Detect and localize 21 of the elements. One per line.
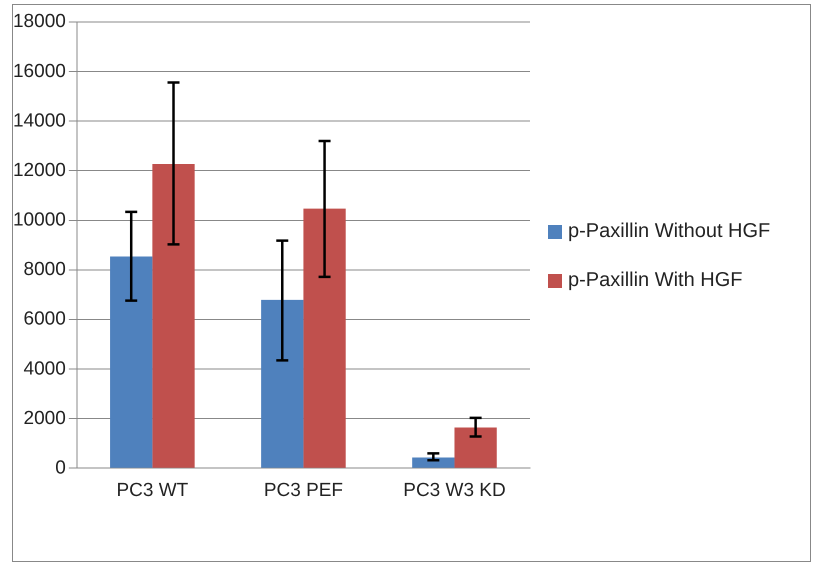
y-tick-label: 0 — [55, 457, 66, 478]
bar — [303, 208, 346, 468]
y-tick-label: 14000 — [12, 110, 66, 132]
y-tick-label: 12000 — [12, 160, 66, 181]
bar — [412, 458, 454, 468]
legend-label: p-Paxillin Without HGF — [568, 219, 770, 244]
y-tick-label: 10000 — [12, 210, 66, 231]
legend-label: p-Paxillin With HGF — [568, 268, 742, 293]
x-tick-label: PC3 WT — [116, 480, 189, 501]
y-tick-label: 18000 — [12, 11, 66, 32]
y-tick-label: 2000 — [24, 408, 66, 429]
bar — [261, 300, 304, 468]
x-tick-label: PC3 PEF — [264, 480, 344, 501]
bar — [454, 428, 497, 468]
bar — [110, 256, 152, 468]
y-tick-label: 6000 — [24, 308, 66, 330]
y-tick-label: 16000 — [12, 60, 66, 82]
bar — [152, 164, 195, 468]
y-tick-label: 8000 — [24, 259, 66, 280]
y-tick-label: 4000 — [24, 358, 66, 380]
x-tick-label: PC3 W3 KD — [403, 480, 506, 501]
